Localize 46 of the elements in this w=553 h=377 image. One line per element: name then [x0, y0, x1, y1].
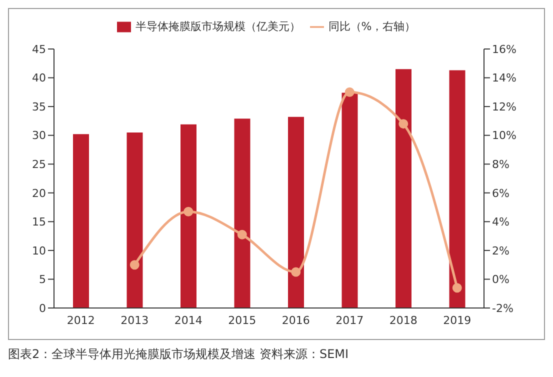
y2-tick-label: 16%	[492, 42, 516, 56]
bar	[396, 69, 412, 308]
y-tick-label: 40	[32, 72, 46, 85]
y2-tick-label: 14%	[492, 72, 516, 85]
x-tick-label: 2016	[282, 314, 310, 327]
y2-tick-label: 2%	[492, 244, 510, 258]
x-tick-label: 2013	[120, 314, 149, 327]
bar	[234, 118, 250, 308]
x-tick-label: 2019	[443, 314, 472, 327]
y2-tick-label: 6%	[492, 186, 510, 200]
y2-tick-label: 12%	[492, 100, 516, 114]
point	[291, 267, 301, 277]
y-tick-label: 20	[32, 186, 46, 200]
y2-tick-label: 10%	[492, 129, 516, 142]
y2-tick-label: 0%	[492, 273, 510, 286]
point	[344, 87, 354, 97]
y-tick-label: 45	[32, 42, 46, 56]
point	[184, 206, 194, 216]
y2-tick-label: 8%	[492, 158, 510, 172]
y2-tick-label: 4%	[492, 216, 510, 229]
point	[398, 119, 408, 129]
bar	[342, 92, 358, 308]
point	[237, 230, 247, 240]
point	[452, 283, 462, 293]
x-tick-label: 2018	[389, 314, 418, 327]
x-tick-label: 2015	[228, 314, 256, 327]
y-tick-label: 5	[39, 273, 46, 286]
point	[130, 260, 140, 270]
y-tick-label: 25	[32, 158, 46, 172]
legend-label: 同比（%，右轴）	[328, 20, 416, 33]
y-tick-label: 35	[32, 100, 46, 114]
legend-label: 半导体掩膜版市场规模（亿美元）	[135, 20, 300, 33]
x-tick-label: 2017	[336, 314, 364, 327]
text: 图表2：全球半导体用光掩膜版市场规模及增速 资料来源：SEMI	[8, 346, 350, 363]
x-tick-label: 2014	[174, 314, 202, 327]
y2-tick-label: -2%	[492, 302, 514, 315]
y-tick-label: 15	[32, 216, 46, 229]
bar	[126, 132, 143, 308]
bar	[180, 124, 196, 308]
x-tick-label: 2012	[66, 314, 95, 327]
bar	[73, 134, 89, 308]
y-tick-label: 0	[39, 302, 46, 315]
bar	[449, 70, 466, 308]
y-tick-label: 10	[32, 244, 46, 258]
bar	[288, 116, 304, 308]
y-tick-label: 30	[32, 129, 46, 142]
